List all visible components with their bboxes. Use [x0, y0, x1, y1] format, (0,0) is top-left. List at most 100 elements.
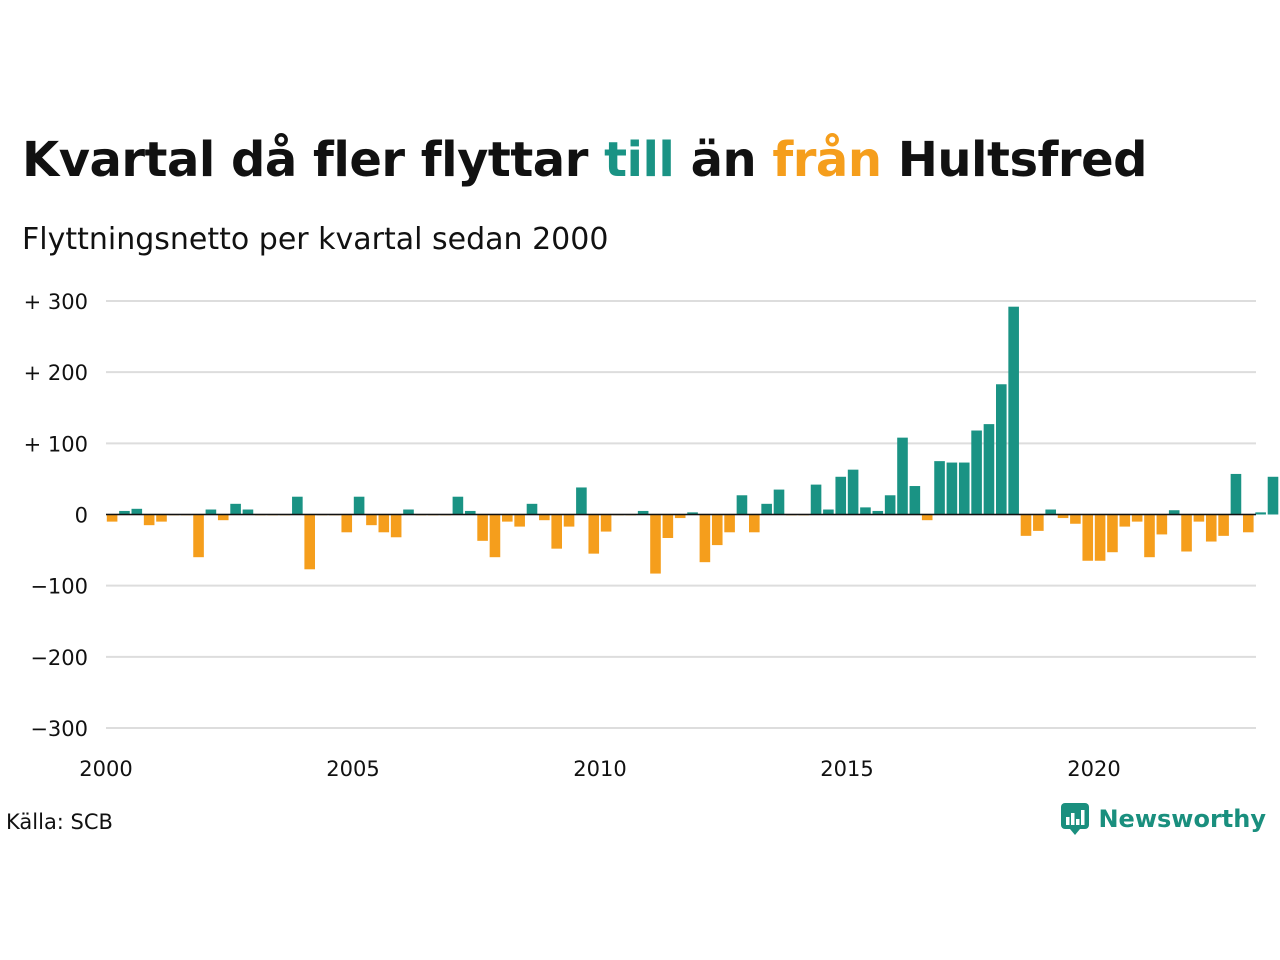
bar	[526, 503, 538, 515]
bar	[230, 503, 241, 515]
bar	[1020, 514, 1032, 536]
title-part-3: Hultsfred	[881, 132, 1148, 188]
bar	[823, 509, 834, 515]
y-tick-label: + 100	[24, 432, 88, 456]
bar	[872, 510, 884, 515]
bar	[687, 512, 698, 515]
bar	[749, 514, 760, 533]
bar	[934, 461, 945, 515]
x-tick-label: 2005	[326, 757, 379, 781]
bar	[699, 514, 711, 563]
bar	[736, 495, 748, 515]
bar	[156, 514, 167, 522]
bar	[390, 514, 402, 538]
bar	[353, 496, 365, 515]
bar	[1255, 512, 1266, 515]
x-tick-label: 2010	[573, 757, 626, 781]
bar	[711, 514, 723, 546]
bar	[1218, 514, 1229, 536]
bar	[378, 514, 390, 533]
bar	[650, 514, 661, 574]
x-tick-label: 2000	[79, 757, 132, 781]
bar	[539, 514, 550, 521]
y-tick-label: −200	[30, 646, 88, 670]
bar	[1033, 514, 1044, 531]
y-axis-ticks: + 300 + 200 + 100 0 −100 −200 −300	[24, 290, 88, 741]
bar	[576, 487, 587, 515]
bar	[847, 469, 859, 515]
bars	[106, 306, 1279, 574]
bar	[946, 462, 958, 515]
bar	[674, 514, 686, 519]
bar	[119, 510, 130, 515]
bar	[958, 462, 970, 515]
bar	[810, 484, 822, 515]
bar	[502, 514, 513, 522]
bar	[1267, 476, 1279, 515]
bar	[1107, 514, 1118, 553]
bar	[341, 514, 353, 533]
brand-logo: Newsworthy	[1060, 802, 1266, 836]
bar	[1193, 514, 1205, 522]
bar	[1181, 514, 1192, 552]
bar	[921, 514, 933, 521]
bar	[983, 424, 995, 515]
chart-subtitle: Flyttningsnetto per kvartal sedan 2000	[22, 222, 609, 257]
bar	[996, 384, 1007, 515]
bar	[1008, 306, 1019, 515]
bar	[106, 514, 118, 522]
bar	[477, 514, 488, 541]
bar	[724, 514, 735, 533]
bar	[835, 476, 847, 515]
bar-chart: + 300 + 200 + 100 0 −100 −200 −300 2000 2005 201…	[24, 290, 1279, 781]
bar	[514, 514, 525, 527]
bar	[897, 437, 908, 515]
bar	[131, 508, 143, 515]
bar	[563, 514, 575, 527]
bar	[909, 486, 921, 515]
source-note: Källa: SCB	[6, 810, 113, 834]
bar	[1243, 514, 1254, 533]
bar	[884, 495, 896, 515]
title-part-2: än	[674, 132, 773, 188]
bar	[217, 514, 229, 521]
bar	[452, 496, 464, 515]
bar	[1094, 514, 1106, 561]
bar	[1082, 514, 1094, 561]
bar	[971, 430, 982, 515]
y-tick-label: −100	[30, 575, 88, 599]
bar	[489, 514, 501, 558]
bar	[637, 510, 649, 515]
bar	[1057, 514, 1069, 519]
title-positive-word: till	[604, 132, 675, 188]
bar	[366, 514, 377, 526]
bar	[1156, 514, 1168, 535]
title-negative-word: från	[772, 132, 882, 188]
bar	[464, 510, 476, 515]
bar	[761, 503, 772, 515]
bar	[1230, 473, 1242, 515]
x-tick-label: 2015	[820, 757, 873, 781]
bar	[588, 514, 600, 554]
bar	[773, 489, 785, 515]
y-tick-label: −300	[30, 717, 88, 741]
bar	[292, 496, 303, 515]
title-part-1: Kvartal då fler flyttar	[22, 132, 605, 188]
bar	[193, 514, 204, 558]
x-tick-label: 2020	[1067, 757, 1120, 781]
bar	[1070, 514, 1081, 524]
bar	[1119, 514, 1131, 527]
y-tick-label: 0	[75, 504, 88, 528]
bar	[662, 514, 674, 538]
bar	[1131, 514, 1143, 522]
brand-name: Newsworthy	[1098, 805, 1266, 833]
x-axis-ticks: 2000 2005 2010 2015 2020	[79, 757, 1120, 781]
bar	[1168, 510, 1180, 515]
bar	[205, 509, 217, 515]
bar	[600, 514, 612, 532]
y-tick-label: + 300	[24, 290, 88, 314]
bar	[1205, 514, 1217, 542]
y-tick-label: + 200	[24, 361, 88, 385]
bar	[1045, 509, 1056, 515]
bar	[860, 507, 871, 515]
